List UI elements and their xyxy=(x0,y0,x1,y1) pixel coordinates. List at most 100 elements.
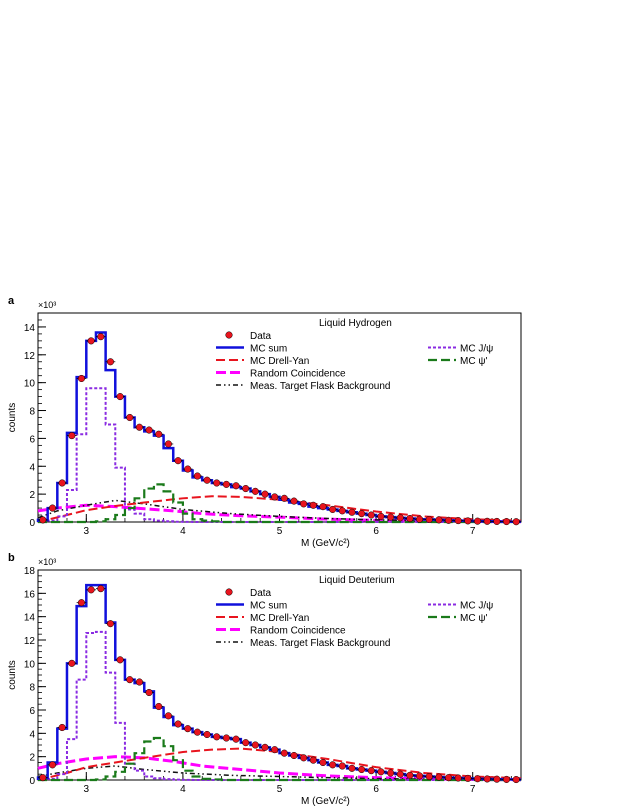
x-tick-label: 5 xyxy=(277,784,283,795)
panel-a: a ×10³ 0 2 4 6 8 10 12 14 3 4 5 6 7 M (GeV/c²) counts Liq… xyxy=(7,295,522,549)
data-point xyxy=(213,733,221,741)
data-point xyxy=(145,426,153,434)
data-point xyxy=(387,513,395,521)
panel-letter: b xyxy=(8,552,15,564)
data-point xyxy=(387,769,395,777)
y-tick-label: 10 xyxy=(24,659,36,670)
data-point xyxy=(290,751,298,760)
data-point xyxy=(48,761,57,769)
data-point xyxy=(184,725,192,733)
data-point xyxy=(416,515,424,523)
data-point xyxy=(251,487,259,495)
y-tick-label: 12 xyxy=(24,351,36,362)
y-multiplier: ×10³ xyxy=(38,300,56,310)
data-point xyxy=(464,774,472,782)
panel-b: b ×10³ 0 2 4 6 8 10 12 14 16 18 3 4 5 6 7 M (GeV/c²) count… xyxy=(7,552,522,807)
data-point xyxy=(329,505,337,514)
data-point xyxy=(232,735,240,743)
data-point xyxy=(425,515,433,524)
data-point xyxy=(483,517,491,525)
y-tick-label: 0 xyxy=(29,776,35,787)
series-random xyxy=(37,503,522,524)
data-point xyxy=(493,517,501,525)
y-tick-label: 14 xyxy=(24,613,36,624)
data-point xyxy=(271,746,279,754)
data-point xyxy=(126,413,134,422)
data-point xyxy=(280,494,288,502)
legend-label-data: Data xyxy=(250,588,272,599)
data-point xyxy=(396,770,404,778)
y-tick-label: 16 xyxy=(24,589,36,600)
y-tick-label: 18 xyxy=(24,566,36,577)
legend-label-drell-yan: MC Drell-Yan xyxy=(250,613,309,624)
data-point xyxy=(77,374,86,383)
data-point xyxy=(164,440,172,448)
data-point xyxy=(396,514,404,522)
data-point xyxy=(261,490,269,498)
data-point xyxy=(106,358,114,366)
data-point xyxy=(338,762,346,770)
legend-marker-data xyxy=(225,588,233,596)
data-point xyxy=(155,430,163,438)
data-point xyxy=(464,517,472,525)
legend-label-random: Random Coincidence xyxy=(250,369,346,380)
data-point xyxy=(309,756,317,764)
y-tick-label: 6 xyxy=(29,706,35,717)
data-point xyxy=(358,510,366,518)
data-point xyxy=(445,774,453,782)
data-point xyxy=(87,586,95,594)
legend-label-jpsi: MC J/ψ xyxy=(460,344,493,355)
x-tick-label: 3 xyxy=(84,526,90,537)
y-tick-label: 0 xyxy=(29,518,35,529)
y-axis-label: counts xyxy=(7,403,18,432)
data-point xyxy=(367,767,375,775)
legend-title: Liquid Deuterium xyxy=(319,575,395,586)
y-tick-label: 14 xyxy=(24,323,36,334)
legend-label-data: Data xyxy=(250,331,272,342)
y-tick-label: 8 xyxy=(29,683,35,694)
y-tick-label: 4 xyxy=(29,729,35,740)
data-point xyxy=(135,423,143,431)
data-point xyxy=(300,754,308,762)
data-point xyxy=(116,656,124,664)
y-axis-label: counts xyxy=(7,660,18,689)
data-point xyxy=(358,765,366,774)
data-point xyxy=(416,772,424,780)
legend-label-mc-sum: MC sum xyxy=(250,601,287,612)
data-point xyxy=(48,504,57,512)
x-tick-label: 4 xyxy=(180,526,186,537)
data-point xyxy=(290,497,298,505)
y-tick-label: 12 xyxy=(24,636,36,647)
series-jpsi xyxy=(38,630,521,781)
data-point xyxy=(242,739,250,747)
data-point xyxy=(232,482,240,490)
data-point xyxy=(261,743,269,751)
legend-label-flask: Meas. Target Flask Background xyxy=(250,381,390,392)
data-point xyxy=(319,758,327,767)
data-point xyxy=(222,480,230,488)
x-tick-label: 5 xyxy=(277,526,283,537)
series-drell-yan xyxy=(37,495,522,523)
data-point xyxy=(300,500,308,508)
data-point xyxy=(97,585,105,593)
series-random xyxy=(37,755,522,782)
data-point xyxy=(348,508,356,516)
series-jpsi xyxy=(38,387,521,523)
x-tick-label: 3 xyxy=(84,784,90,795)
data-point xyxy=(348,764,356,772)
data-point xyxy=(329,761,337,769)
panel-letter: a xyxy=(8,295,15,307)
data-point xyxy=(193,472,201,480)
data-point xyxy=(193,728,201,736)
data-point xyxy=(68,432,76,440)
data-point xyxy=(445,516,453,524)
data-point xyxy=(174,720,182,728)
legend-label-drell-yan: MC Drell-Yan xyxy=(250,356,309,367)
data-point xyxy=(512,775,520,784)
data-point xyxy=(271,493,279,501)
legend-label-psip: MC ψ' xyxy=(460,356,487,367)
data-point xyxy=(454,774,462,782)
data-point xyxy=(68,659,76,667)
